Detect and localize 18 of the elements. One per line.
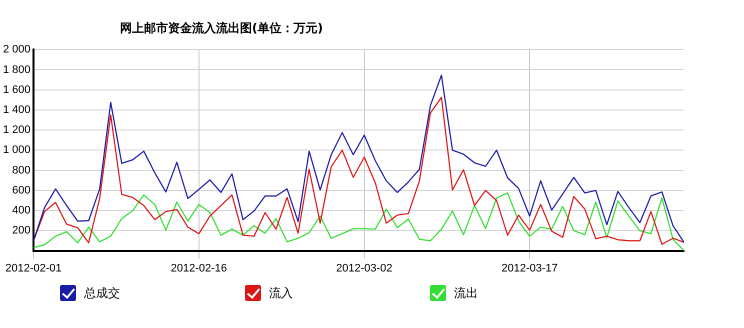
- y-tick-label: 1 400: [2, 104, 31, 116]
- y-tick-label: 400: [12, 204, 31, 217]
- chart-title: 网上邮市资金流入流出图(单位：万元): [119, 20, 324, 37]
- legend-label: 流出: [454, 284, 478, 302]
- legend-label: 流入: [269, 284, 293, 302]
- x-tick-label: 2012-03-02: [336, 262, 392, 274]
- legend-label: 总成交: [84, 284, 120, 302]
- y-tick-label: 200: [12, 224, 31, 237]
- x-tick-label: 2012-02-01: [5, 262, 62, 274]
- y-tick-label: 800: [12, 164, 31, 176]
- y-tick-label: 1 200: [2, 124, 31, 136]
- y-tick-label: 2 000: [2, 44, 31, 56]
- y-tick-label: 1 000: [2, 144, 31, 156]
- y-tick-label: 1 600: [2, 84, 31, 96]
- x-tick-label: 2012-02-16: [170, 262, 228, 274]
- y-tick-label: 600: [12, 184, 31, 196]
- x-tick-label: 2012-03-17: [502, 262, 558, 274]
- y-tick-label: 1 800: [2, 64, 31, 76]
